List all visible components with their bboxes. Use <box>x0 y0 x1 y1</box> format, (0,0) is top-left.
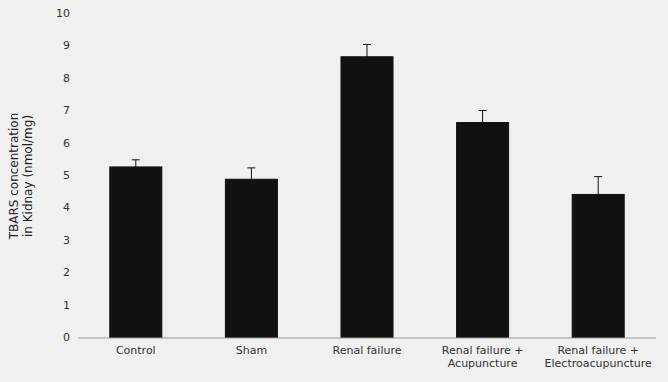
error-bar <box>363 44 371 69</box>
bar <box>225 179 277 338</box>
x-axis-line <box>78 338 656 339</box>
y-tick-label: 3 <box>63 234 70 247</box>
x-tick-label-line: Renal failure <box>333 344 402 357</box>
x-tick-label: Renal failure <box>333 344 402 357</box>
error-bar <box>132 160 140 174</box>
x-tick-label-line: Control <box>116 344 156 357</box>
x-tick-label: Control <box>116 344 156 357</box>
y-tick-label: 2 <box>63 266 70 279</box>
y-axis-label-line: TBARS concentration <box>7 113 21 241</box>
chart-container: 0 1 2 3 4 5 6 7 8 9 10 TBARS concentrationin Kidnay… <box>0 0 668 382</box>
chart: 0 1 2 3 4 5 6 7 8 9 10 TBARS concentrationin Kidnay… <box>0 0 668 382</box>
y-tick-label: 0 <box>63 331 70 344</box>
bar <box>457 123 509 338</box>
x-axis: ControlShamRenal failureRenal failure +A… <box>116 344 652 370</box>
x-tick-label: Renal failure +Electroacupuncture <box>545 344 652 370</box>
bar <box>341 57 393 338</box>
y-tick-label: 5 <box>63 169 70 182</box>
x-tick-label-line: Electroacupuncture <box>545 357 652 370</box>
y-tick-label: 10 <box>56 7 70 20</box>
y-axis-label-line: in Kidnay (nmol/mg) <box>21 115 35 237</box>
x-tick-label-line: Renal failure + <box>442 344 524 357</box>
error-bar <box>594 177 602 213</box>
y-tick-label: 6 <box>63 137 70 150</box>
x-tick-label-line: Acupuncture <box>448 357 518 370</box>
y-tick-label: 8 <box>63 72 70 85</box>
bar <box>572 194 624 338</box>
x-tick-label: Sham <box>236 344 267 357</box>
bars <box>110 44 624 338</box>
x-tick-label: Renal failure +Acupuncture <box>442 344 524 370</box>
x-tick-label-line: Sham <box>236 344 267 357</box>
background <box>0 0 668 382</box>
y-tick-label: 4 <box>63 201 70 214</box>
error-bar <box>479 111 487 135</box>
y-tick-label: 7 <box>63 104 70 117</box>
y-axis: 0 1 2 3 4 5 6 7 8 9 10 <box>56 7 70 344</box>
error-bar <box>247 168 255 191</box>
y-axis-label: TBARS concentrationin Kidnay (nmol/mg) <box>7 113 35 241</box>
x-tick-label-line: Renal failure + <box>557 344 639 357</box>
y-tick-label: 1 <box>63 299 70 312</box>
bar <box>110 167 162 338</box>
y-tick-label: 9 <box>63 39 70 52</box>
